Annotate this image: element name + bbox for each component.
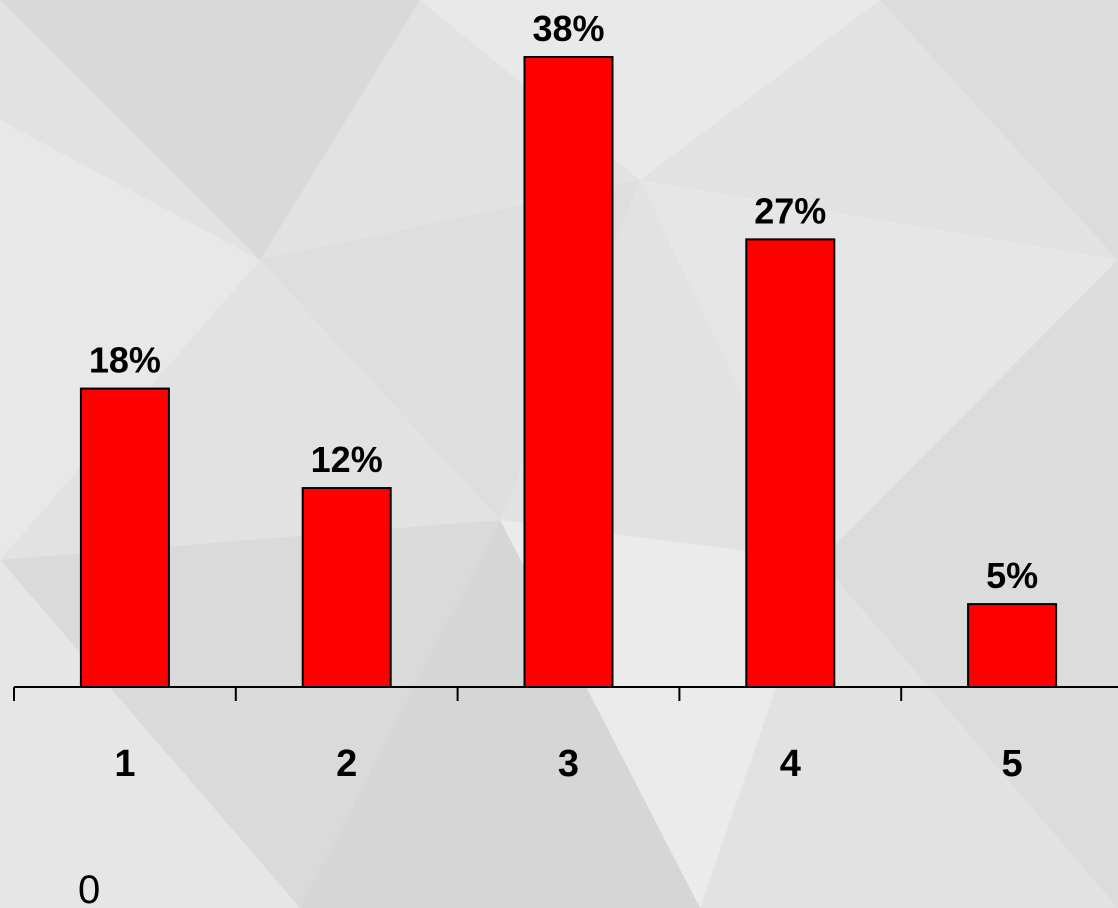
x-tick-label-3: 3 xyxy=(558,743,579,785)
x-axis-tick-labels: 1 2 3 4 5 xyxy=(114,743,1022,785)
bar-5 xyxy=(967,603,1058,689)
x-tick-label-4: 4 xyxy=(780,743,801,785)
data-label-4: 27% xyxy=(754,190,826,231)
data-label-5: 5% xyxy=(986,555,1038,596)
bar-4 xyxy=(745,238,836,689)
bars-group xyxy=(79,56,1058,689)
x-tick-label-1: 1 xyxy=(114,743,135,785)
bar-2 xyxy=(301,487,392,689)
x-axis-ticks xyxy=(13,687,903,701)
data-label-1: 18% xyxy=(89,340,161,381)
x-tick-label-5: 5 xyxy=(1002,743,1023,785)
bar-3 xyxy=(523,56,614,688)
stray-zero-label: 0 xyxy=(78,868,100,908)
bar-1 xyxy=(79,387,170,688)
data-label-2: 12% xyxy=(311,439,383,480)
x-tick-label-2: 2 xyxy=(336,743,357,785)
data-labels-group: 18% 12% 38% 27% 5% xyxy=(89,8,1038,596)
data-label-3: 38% xyxy=(532,8,604,49)
